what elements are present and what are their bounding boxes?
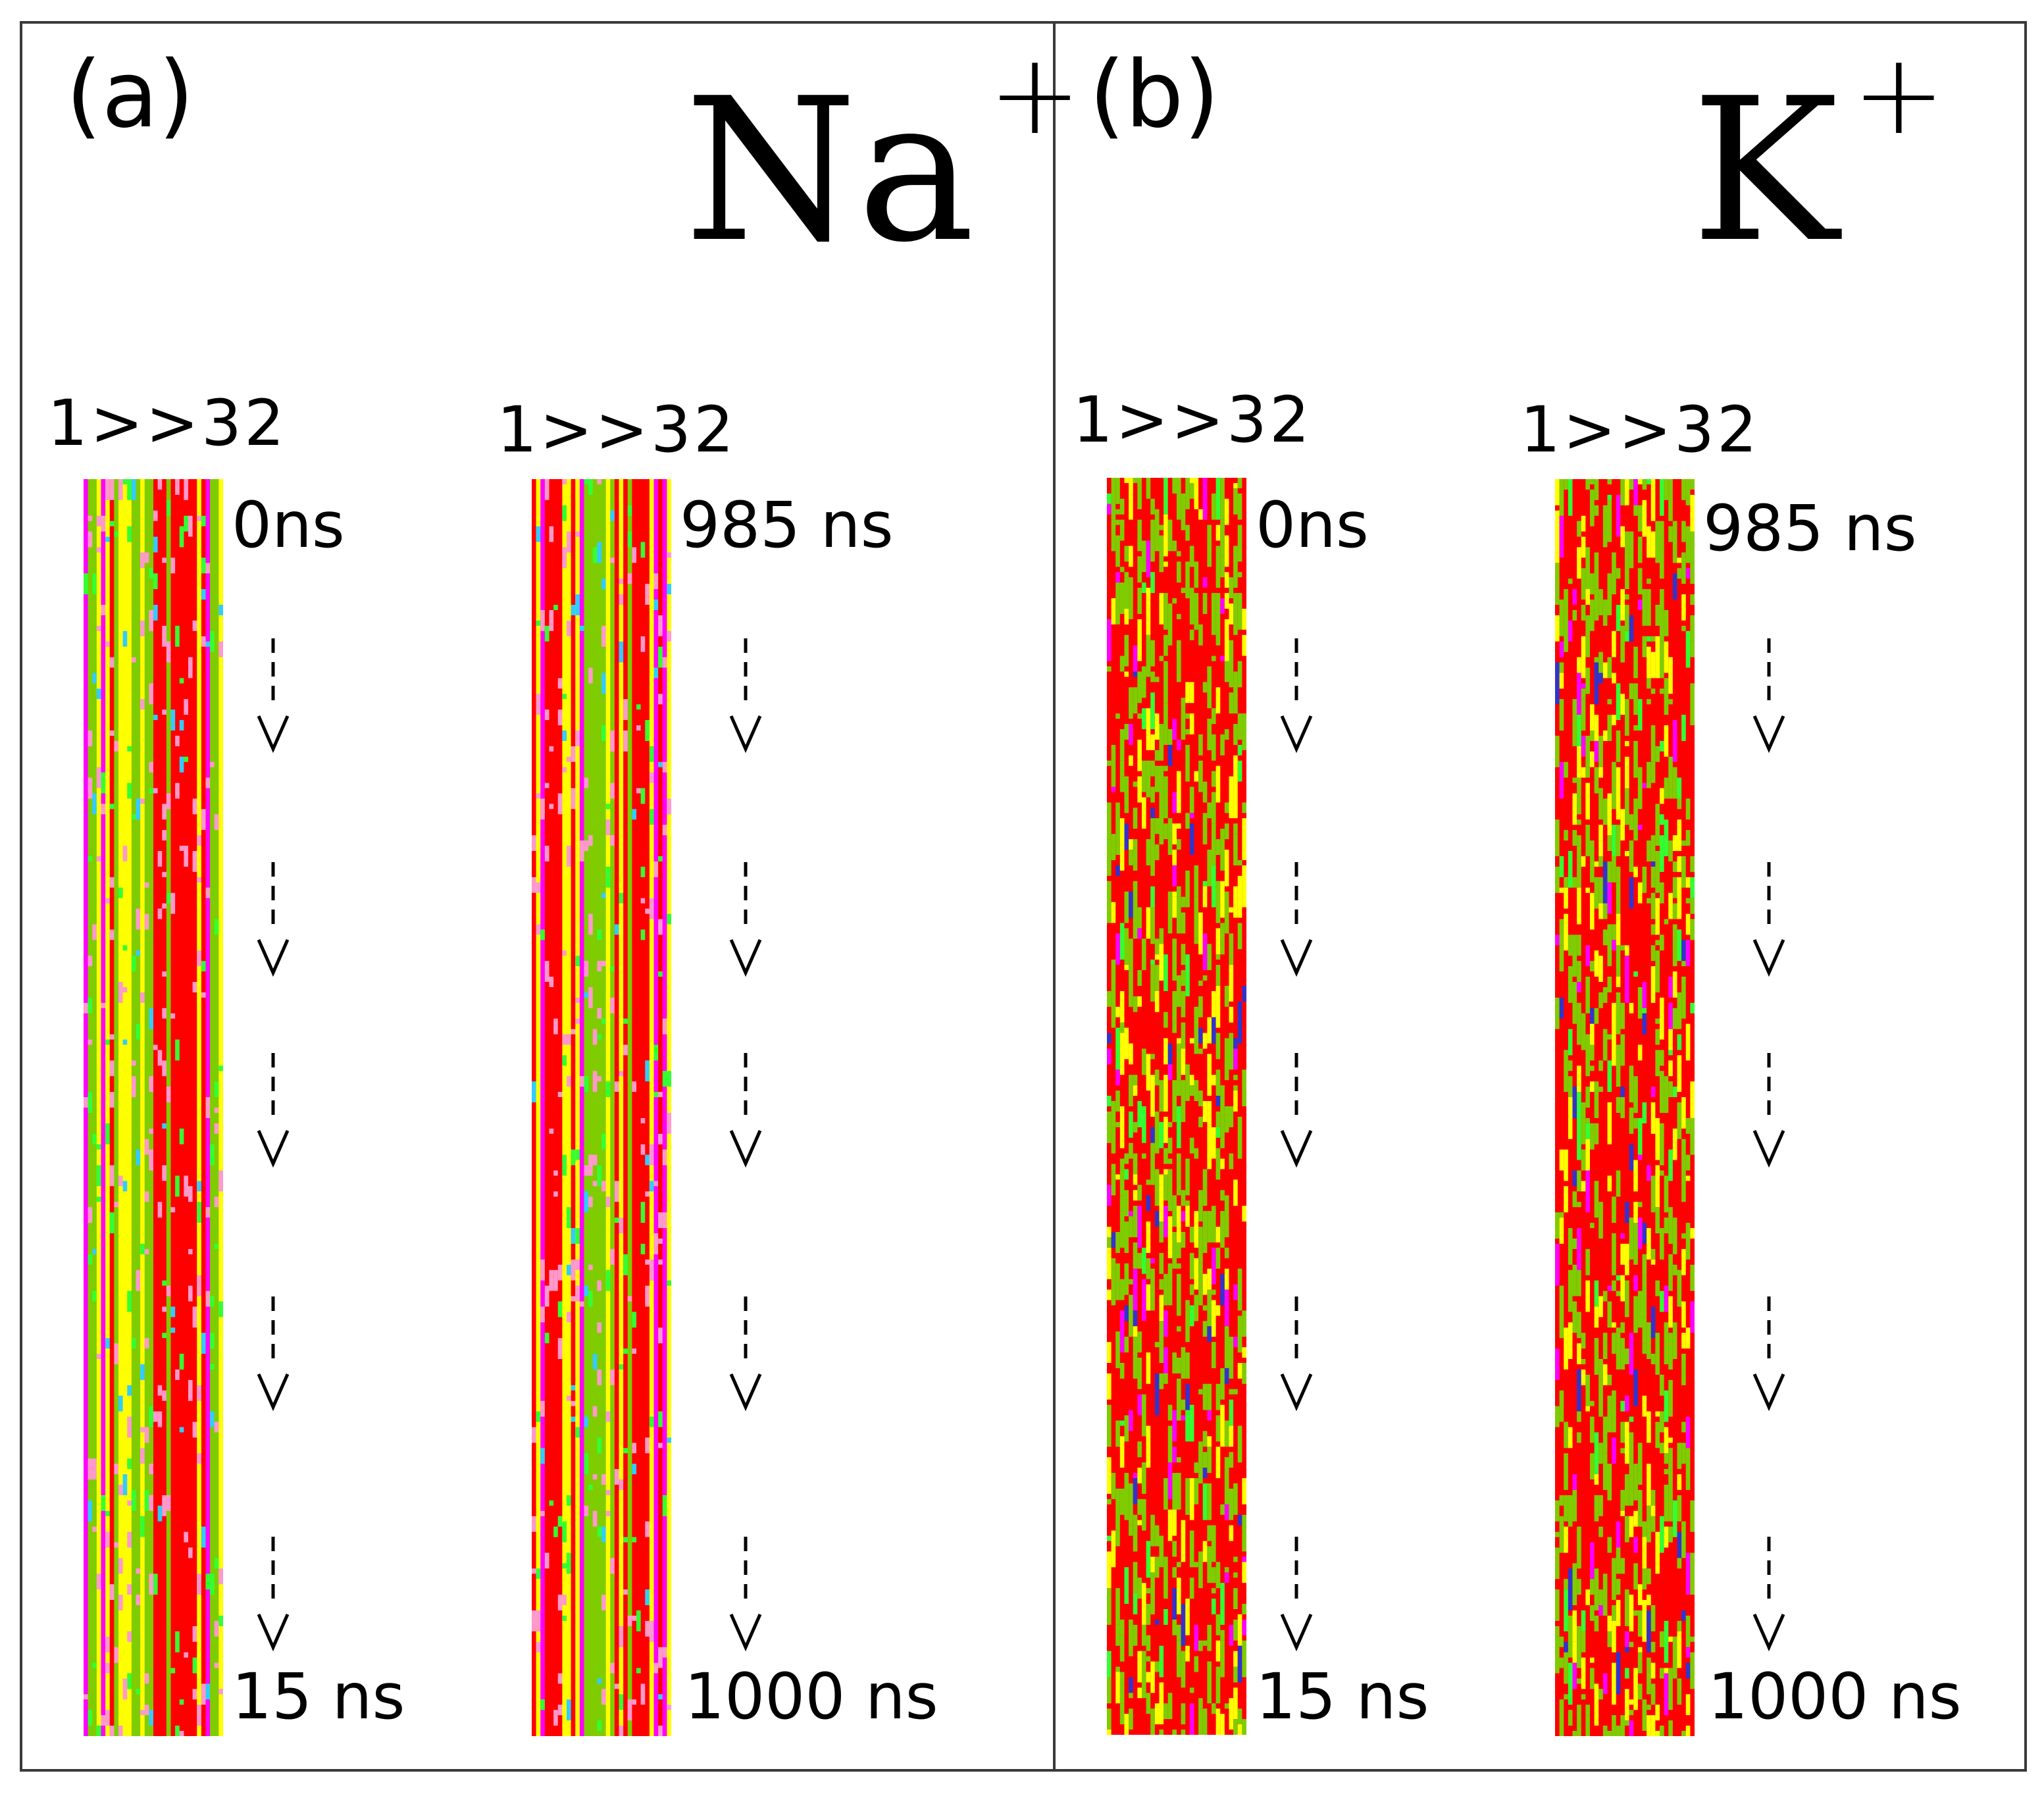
panel-b-strip-2-end-time: 1000 ns	[1708, 1660, 1962, 1733]
dashed-down-arrow-icon	[253, 1537, 293, 1652]
panel-b-ion-symbol: K	[1691, 56, 1839, 286]
dashed-down-arrow-icon	[726, 862, 765, 977]
trajectory-heatmap	[1555, 479, 1695, 1736]
panel-b-ion-title: K +	[1691, 39, 1946, 270]
panel-divider	[1053, 21, 1056, 1772]
trajectory-heatmap	[84, 479, 223, 1736]
dashed-down-arrow-icon	[1277, 638, 1316, 754]
trajectory-heatmap	[1107, 478, 1246, 1735]
panel-b-strip-1	[1107, 478, 1246, 1735]
panel-b-strip-1-range: 1>>32	[1073, 383, 1313, 457]
panel-a-ion-charge: +	[988, 30, 1082, 160]
figure-frame	[20, 21, 2027, 1772]
dashed-down-arrow-icon	[1749, 638, 1789, 754]
dashed-down-arrow-icon	[1749, 1053, 1789, 1168]
panel-a-strip-1-start-time: 0ns	[232, 488, 345, 562]
panel-b-label: (b)	[1089, 41, 1220, 149]
panel-a-strip-2	[532, 479, 671, 1736]
panel-a-label: (a)	[66, 41, 195, 149]
dashed-down-arrow-icon	[253, 1053, 293, 1168]
trajectory-heatmap	[532, 479, 671, 1736]
dashed-down-arrow-icon	[1277, 1296, 1316, 1412]
panel-a-strip-1-end-time: 15 ns	[232, 1660, 405, 1733]
panel-b-strip-2-range: 1>>32	[1520, 393, 1760, 467]
dashed-down-arrow-icon	[726, 1053, 765, 1168]
dashed-down-arrow-icon	[253, 638, 293, 754]
panel-b-strip-1-end-time: 15 ns	[1256, 1660, 1429, 1733]
panel-a-strip-2-end-time: 1000 ns	[684, 1660, 938, 1733]
dashed-down-arrow-icon	[253, 862, 293, 977]
panel-a-ion-symbol: Na	[684, 56, 975, 286]
dashed-down-arrow-icon	[726, 1537, 765, 1652]
panel-a-strip-1	[84, 479, 223, 1736]
dashed-down-arrow-icon	[726, 638, 765, 754]
dashed-down-arrow-icon	[1277, 1537, 1316, 1652]
panel-a-strip-2-start-time: 985 ns	[680, 488, 894, 562]
dashed-down-arrow-icon	[726, 1296, 765, 1412]
dashed-down-arrow-icon	[1277, 1053, 1316, 1168]
panel-a-strip-2-range: 1>>32	[497, 393, 737, 467]
panel-b-strip-1-start-time: 0ns	[1256, 488, 1369, 562]
panel-a-ion-title: Na +	[684, 39, 1082, 270]
dashed-down-arrow-icon	[1749, 1296, 1789, 1412]
panel-b-strip-2-start-time: 985 ns	[1703, 492, 1917, 565]
panel-a-strip-1-range: 1>>32	[47, 386, 288, 460]
panel-b-strip-2	[1555, 479, 1695, 1736]
dashed-down-arrow-icon	[1277, 862, 1316, 977]
dashed-down-arrow-icon	[1749, 862, 1789, 977]
dashed-down-arrow-icon	[253, 1296, 293, 1412]
panel-b-ion-charge: +	[1852, 30, 1946, 160]
dashed-down-arrow-icon	[1749, 1537, 1789, 1652]
